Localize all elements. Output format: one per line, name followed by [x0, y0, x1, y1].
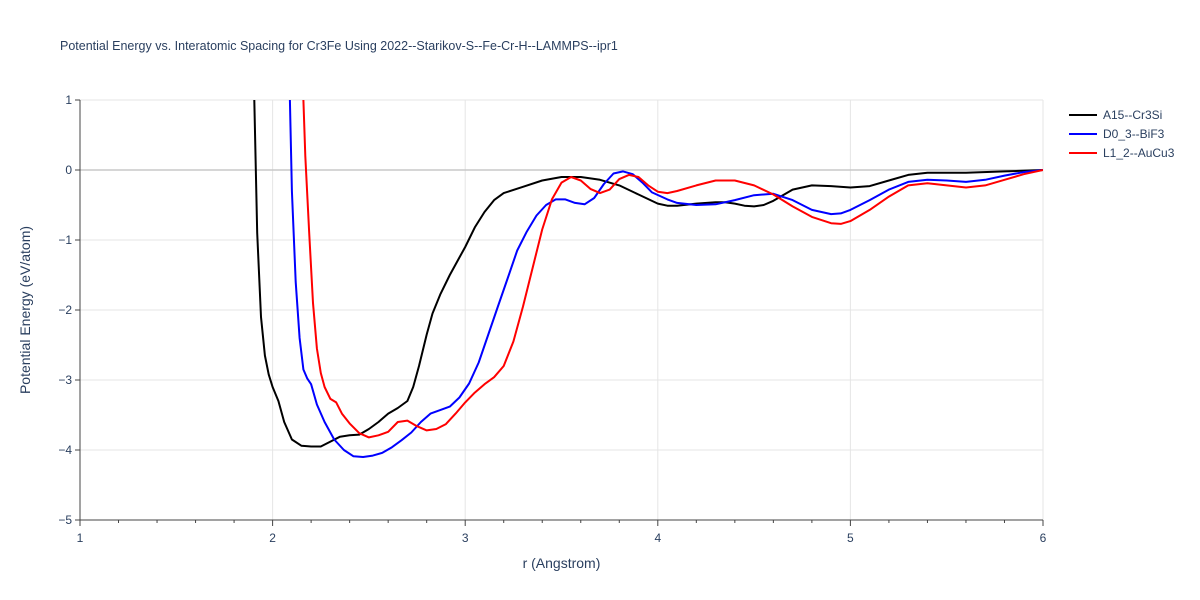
series-line-L1_2--AuCu3	[302, 100, 1043, 439]
x-tick-label: 3	[462, 531, 469, 545]
series-line-A15--Cr3Si	[253, 100, 1043, 448]
y-tick-label: −5	[58, 513, 72, 527]
y-tick-label: 0	[65, 163, 72, 177]
legend-item-A15--Cr3Si[interactable]: A15--Cr3Si	[1069, 108, 1162, 122]
x-tick-labels: 1 2 3 4 5 6	[77, 531, 1047, 545]
chart-title: Potential Energy vs. Interatomic Spacing…	[60, 39, 618, 53]
x-tick-label: 2	[269, 531, 276, 545]
legend-item-D0_3--BiF3[interactable]: D0_3--BiF3	[1069, 127, 1165, 141]
x-tick-label: 6	[1040, 531, 1047, 545]
y-tick-label: −4	[58, 443, 72, 457]
series-line-D0_3--BiF3	[288, 100, 1043, 458]
x-axis-label: r (Angstrom)	[523, 555, 601, 571]
legend-label: D0_3--BiF3	[1103, 127, 1165, 141]
y-tick-label: −3	[58, 373, 72, 387]
legend[interactable]: A15--Cr3Si D0_3--BiF3 L1_2--AuCu3	[1069, 108, 1175, 160]
legend-label: L1_2--AuCu3	[1103, 146, 1175, 160]
x-tick-label: 4	[654, 531, 661, 545]
legend-item-L1_2--AuCu3[interactable]: L1_2--AuCu3	[1069, 146, 1175, 160]
y-tick-label: 1	[65, 93, 72, 107]
x-tick-label: 1	[77, 531, 84, 545]
axes	[75, 99, 1044, 526]
x-tick-label: 5	[847, 531, 854, 545]
y-tick-label: −2	[58, 303, 72, 317]
y-axis-label: Potential Energy (eV/atom)	[17, 226, 33, 394]
y-tick-labels: 1 0 −1 −2 −3 −4 −5	[58, 93, 72, 527]
y-tick-label: −1	[58, 233, 72, 247]
legend-label: A15--Cr3Si	[1103, 108, 1162, 122]
series-layer	[253, 100, 1043, 458]
